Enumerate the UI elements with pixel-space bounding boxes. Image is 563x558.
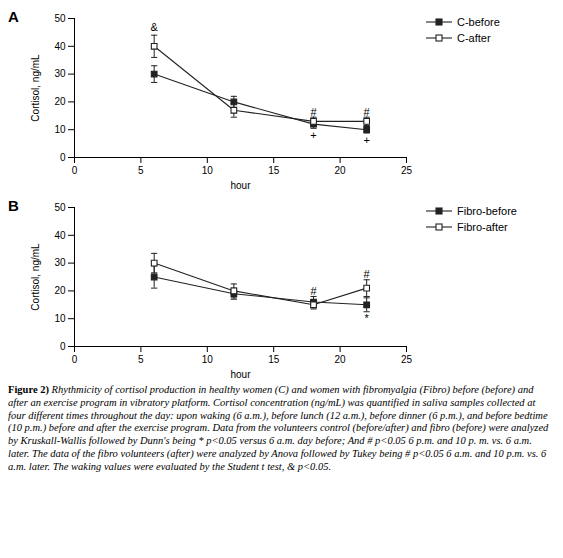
svg-text:15: 15 — [268, 354, 280, 365]
svg-text:&: & — [151, 21, 159, 33]
html-text:A: A — [8, 8, 19, 25]
svg-text:50: 50 — [54, 13, 66, 24]
html-text:Fibro-after: Fibro-after — [457, 221, 508, 233]
svg-text:#: # — [364, 268, 371, 280]
svg-text:5: 5 — [138, 165, 144, 176]
html-text:Fibro-before: Fibro-before — [457, 205, 517, 217]
svg-text:*: * — [365, 312, 370, 324]
svg-text:5: 5 — [138, 354, 144, 365]
svg-text:Cortisol, ng/mL: Cortisol, ng/mL — [30, 243, 41, 311]
html-text:Figure 2) Rhythmicity of corti: Figure 2) Rhythmicity of cortisol produc… — [8, 384, 549, 472]
svg-text:40: 40 — [54, 230, 66, 241]
svg-text:30: 30 — [54, 257, 66, 268]
svg-text:20: 20 — [54, 285, 66, 296]
svg-text:10: 10 — [202, 354, 214, 365]
svg-text:#: # — [310, 285, 317, 297]
svg-text:#: # — [310, 106, 317, 118]
svg-text:10: 10 — [202, 165, 214, 176]
svg-text:50: 50 — [54, 202, 66, 213]
svg-text:0: 0 — [60, 341, 66, 352]
svg-text:30: 30 — [54, 68, 66, 79]
svg-text:25: 25 — [401, 165, 413, 176]
svg-text:20: 20 — [335, 354, 347, 365]
svg-text:10: 10 — [54, 124, 66, 135]
svg-text:25: 25 — [401, 354, 413, 365]
svg-text:+: + — [310, 129, 316, 141]
html-text:C-after: C-after — [457, 32, 491, 44]
svg-text:40: 40 — [54, 41, 66, 52]
svg-text:0: 0 — [60, 152, 66, 163]
svg-text:10: 10 — [54, 313, 66, 324]
svg-text:20: 20 — [54, 96, 66, 107]
svg-text:0: 0 — [72, 165, 78, 176]
svg-text:hour: hour — [230, 180, 251, 191]
svg-text:15: 15 — [268, 165, 280, 176]
svg-text:hour: hour — [230, 369, 251, 380]
html-text:C-before: C-before — [457, 16, 500, 28]
svg-text:#: # — [364, 106, 371, 118]
svg-text:+: + — [363, 134, 369, 146]
svg-text:20: 20 — [335, 165, 347, 176]
html-text:B: B — [8, 197, 19, 214]
svg-text:Cortisol, ng/mL: Cortisol, ng/mL — [30, 54, 41, 122]
svg-text:0: 0 — [72, 354, 78, 365]
